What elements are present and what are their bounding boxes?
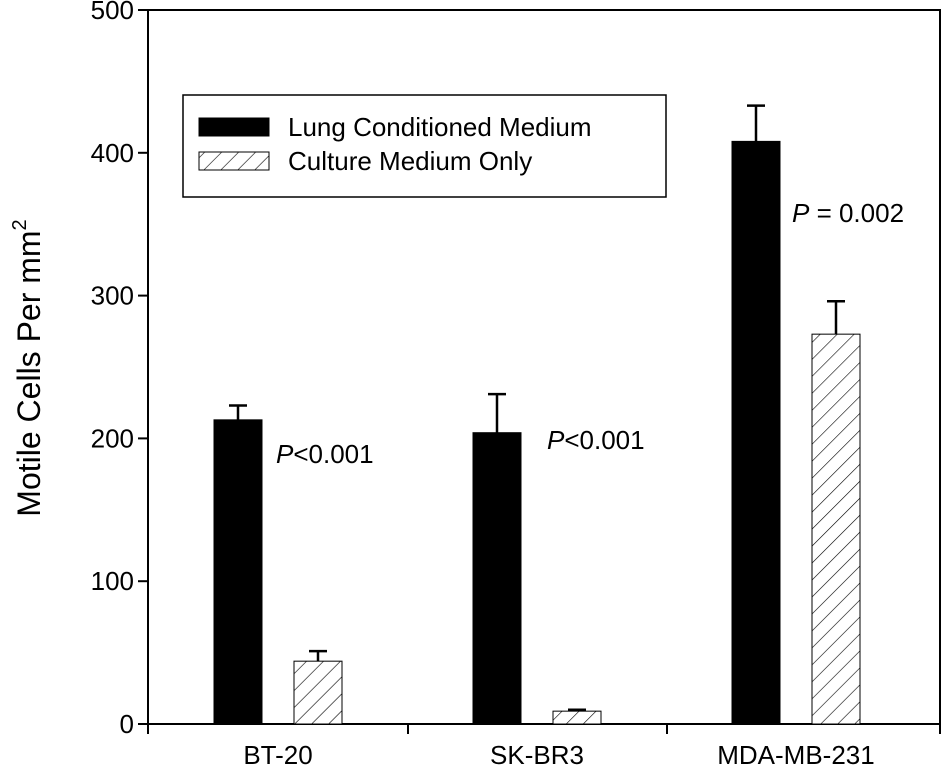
- y-axis: 0 100 200 300 400 500: [91, 0, 148, 739]
- x-category-label: SK-BR3: [490, 740, 584, 768]
- y-tick-label: 0: [120, 709, 134, 739]
- p-value-annotations: P<0.001 P<0.001 P = 0.002: [276, 198, 904, 469]
- bar-lung-conditioned: [472, 432, 522, 725]
- y-axis-title: Motile Cells Per mm2: [9, 219, 47, 516]
- bar-lung-conditioned: [213, 419, 263, 725]
- bar-culture-only: [811, 333, 861, 725]
- x-axis: BT-20 SK-BR3 MDA-MB-231: [147, 724, 941, 768]
- bar-culture-only: [552, 710, 602, 725]
- legend-swatch: [198, 151, 270, 171]
- y-tick-label: 500: [91, 0, 134, 25]
- svg-text:Motile Cells Per mm2: Motile Cells Per mm2: [9, 219, 47, 516]
- x-category-label: MDA-MB-231: [717, 740, 874, 768]
- y-tick-label: 200: [91, 423, 134, 453]
- x-category-label: BT-20: [243, 740, 312, 768]
- y-tick-label: 100: [91, 566, 134, 596]
- y-axis-title-text: Motile Cells Per mm: [11, 230, 47, 516]
- bar-culture-only: [293, 660, 343, 725]
- legend-swatch: [198, 117, 270, 137]
- y-tick-label: 300: [91, 281, 134, 311]
- p-value-label: P<0.001: [276, 439, 374, 469]
- legend-label: Culture Medium Only: [288, 146, 532, 176]
- bar-lung-conditioned: [731, 140, 781, 725]
- bars: [213, 104, 861, 725]
- legend: Lung Conditioned Medium Culture Medium On…: [182, 94, 667, 198]
- y-tick-label: 400: [91, 138, 134, 168]
- p-value-label: P<0.001: [547, 425, 645, 455]
- legend-label: Lung Conditioned Medium: [288, 112, 592, 142]
- p-value-label: P = 0.002: [792, 198, 904, 228]
- y-axis-title-superscript: 2: [9, 219, 31, 230]
- plot-frame: [147, 9, 941, 725]
- legend-box: [182, 94, 667, 198]
